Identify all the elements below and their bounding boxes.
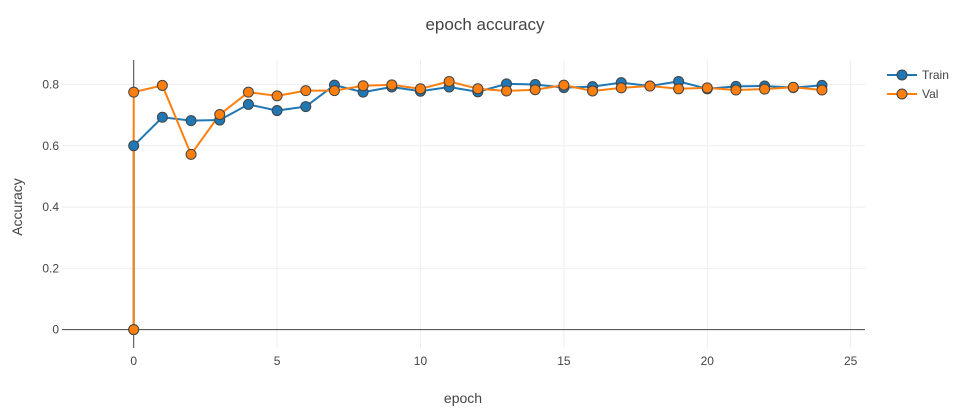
x-tick-label: 25	[844, 354, 858, 368]
legend-item-train[interactable]: Train	[887, 68, 949, 82]
data-point-val[interactable]	[386, 79, 398, 91]
series-line-train	[132, 80, 823, 330]
data-point-val[interactable]	[156, 79, 168, 91]
data-point-val[interactable]	[128, 324, 140, 336]
y-tick-label: 0.4	[42, 200, 59, 214]
legend-marker	[896, 88, 908, 100]
data-point-val[interactable]	[587, 85, 599, 97]
x-tick-label: 10	[414, 354, 428, 368]
data-point-train[interactable]	[185, 115, 197, 127]
data-point-val[interactable]	[787, 81, 799, 93]
legend-item-val[interactable]: Val	[887, 87, 938, 101]
data-point-val[interactable]	[730, 84, 742, 96]
x-tick-label: 15	[557, 354, 571, 368]
data-point-val[interactable]	[673, 83, 685, 95]
data-point-val[interactable]	[615, 82, 627, 94]
series-layer	[128, 75, 828, 336]
chart-title: epoch accuracy	[425, 15, 545, 34]
data-point-val[interactable]	[414, 83, 426, 95]
data-point-train[interactable]	[156, 111, 168, 123]
legend-label: Train	[922, 68, 949, 82]
y-axis-title: Accuracy	[9, 178, 25, 236]
x-tick-label: 5	[274, 354, 281, 368]
data-point-val[interactable]	[185, 148, 197, 160]
x-tick-label: 0	[130, 354, 137, 368]
data-point-val[interactable]	[214, 109, 226, 121]
data-point-val[interactable]	[242, 86, 254, 98]
y-tick-label: 0	[52, 323, 59, 337]
x-axis-title: epoch	[444, 390, 482, 406]
data-point-val[interactable]	[271, 90, 283, 102]
data-point-train[interactable]	[271, 105, 283, 117]
legend[interactable]: Train Val	[887, 68, 949, 101]
data-point-val[interactable]	[701, 82, 713, 94]
data-point-val[interactable]	[644, 80, 656, 92]
data-point-train[interactable]	[242, 98, 254, 110]
data-point-train[interactable]	[300, 101, 312, 113]
data-point-val[interactable]	[328, 85, 340, 97]
legend-marker	[896, 69, 908, 81]
x-tick-label: 20	[701, 354, 715, 368]
data-point-val[interactable]	[300, 85, 312, 97]
axis-layer: 0 0.2 0.4 0.6 0.8 0 5 10 15 20 25	[42, 60, 865, 368]
y-tick-label: 0.6	[42, 139, 59, 153]
data-point-val[interactable]	[816, 84, 828, 96]
data-point-val[interactable]	[501, 85, 513, 97]
grid-layer	[62, 60, 865, 348]
data-point-val[interactable]	[357, 80, 369, 92]
data-point-val[interactable]	[558, 79, 570, 91]
data-point-val[interactable]	[128, 86, 140, 98]
y-tick-label: 0.8	[42, 78, 59, 92]
data-point-val[interactable]	[472, 83, 484, 95]
series-line-val	[132, 80, 823, 330]
data-point-val[interactable]	[529, 84, 541, 96]
data-point-val[interactable]	[443, 75, 455, 87]
data-point-train[interactable]	[128, 140, 140, 152]
data-point-val[interactable]	[759, 83, 771, 95]
y-tick-label: 0.2	[42, 261, 59, 275]
legend-label: Val	[922, 87, 938, 101]
